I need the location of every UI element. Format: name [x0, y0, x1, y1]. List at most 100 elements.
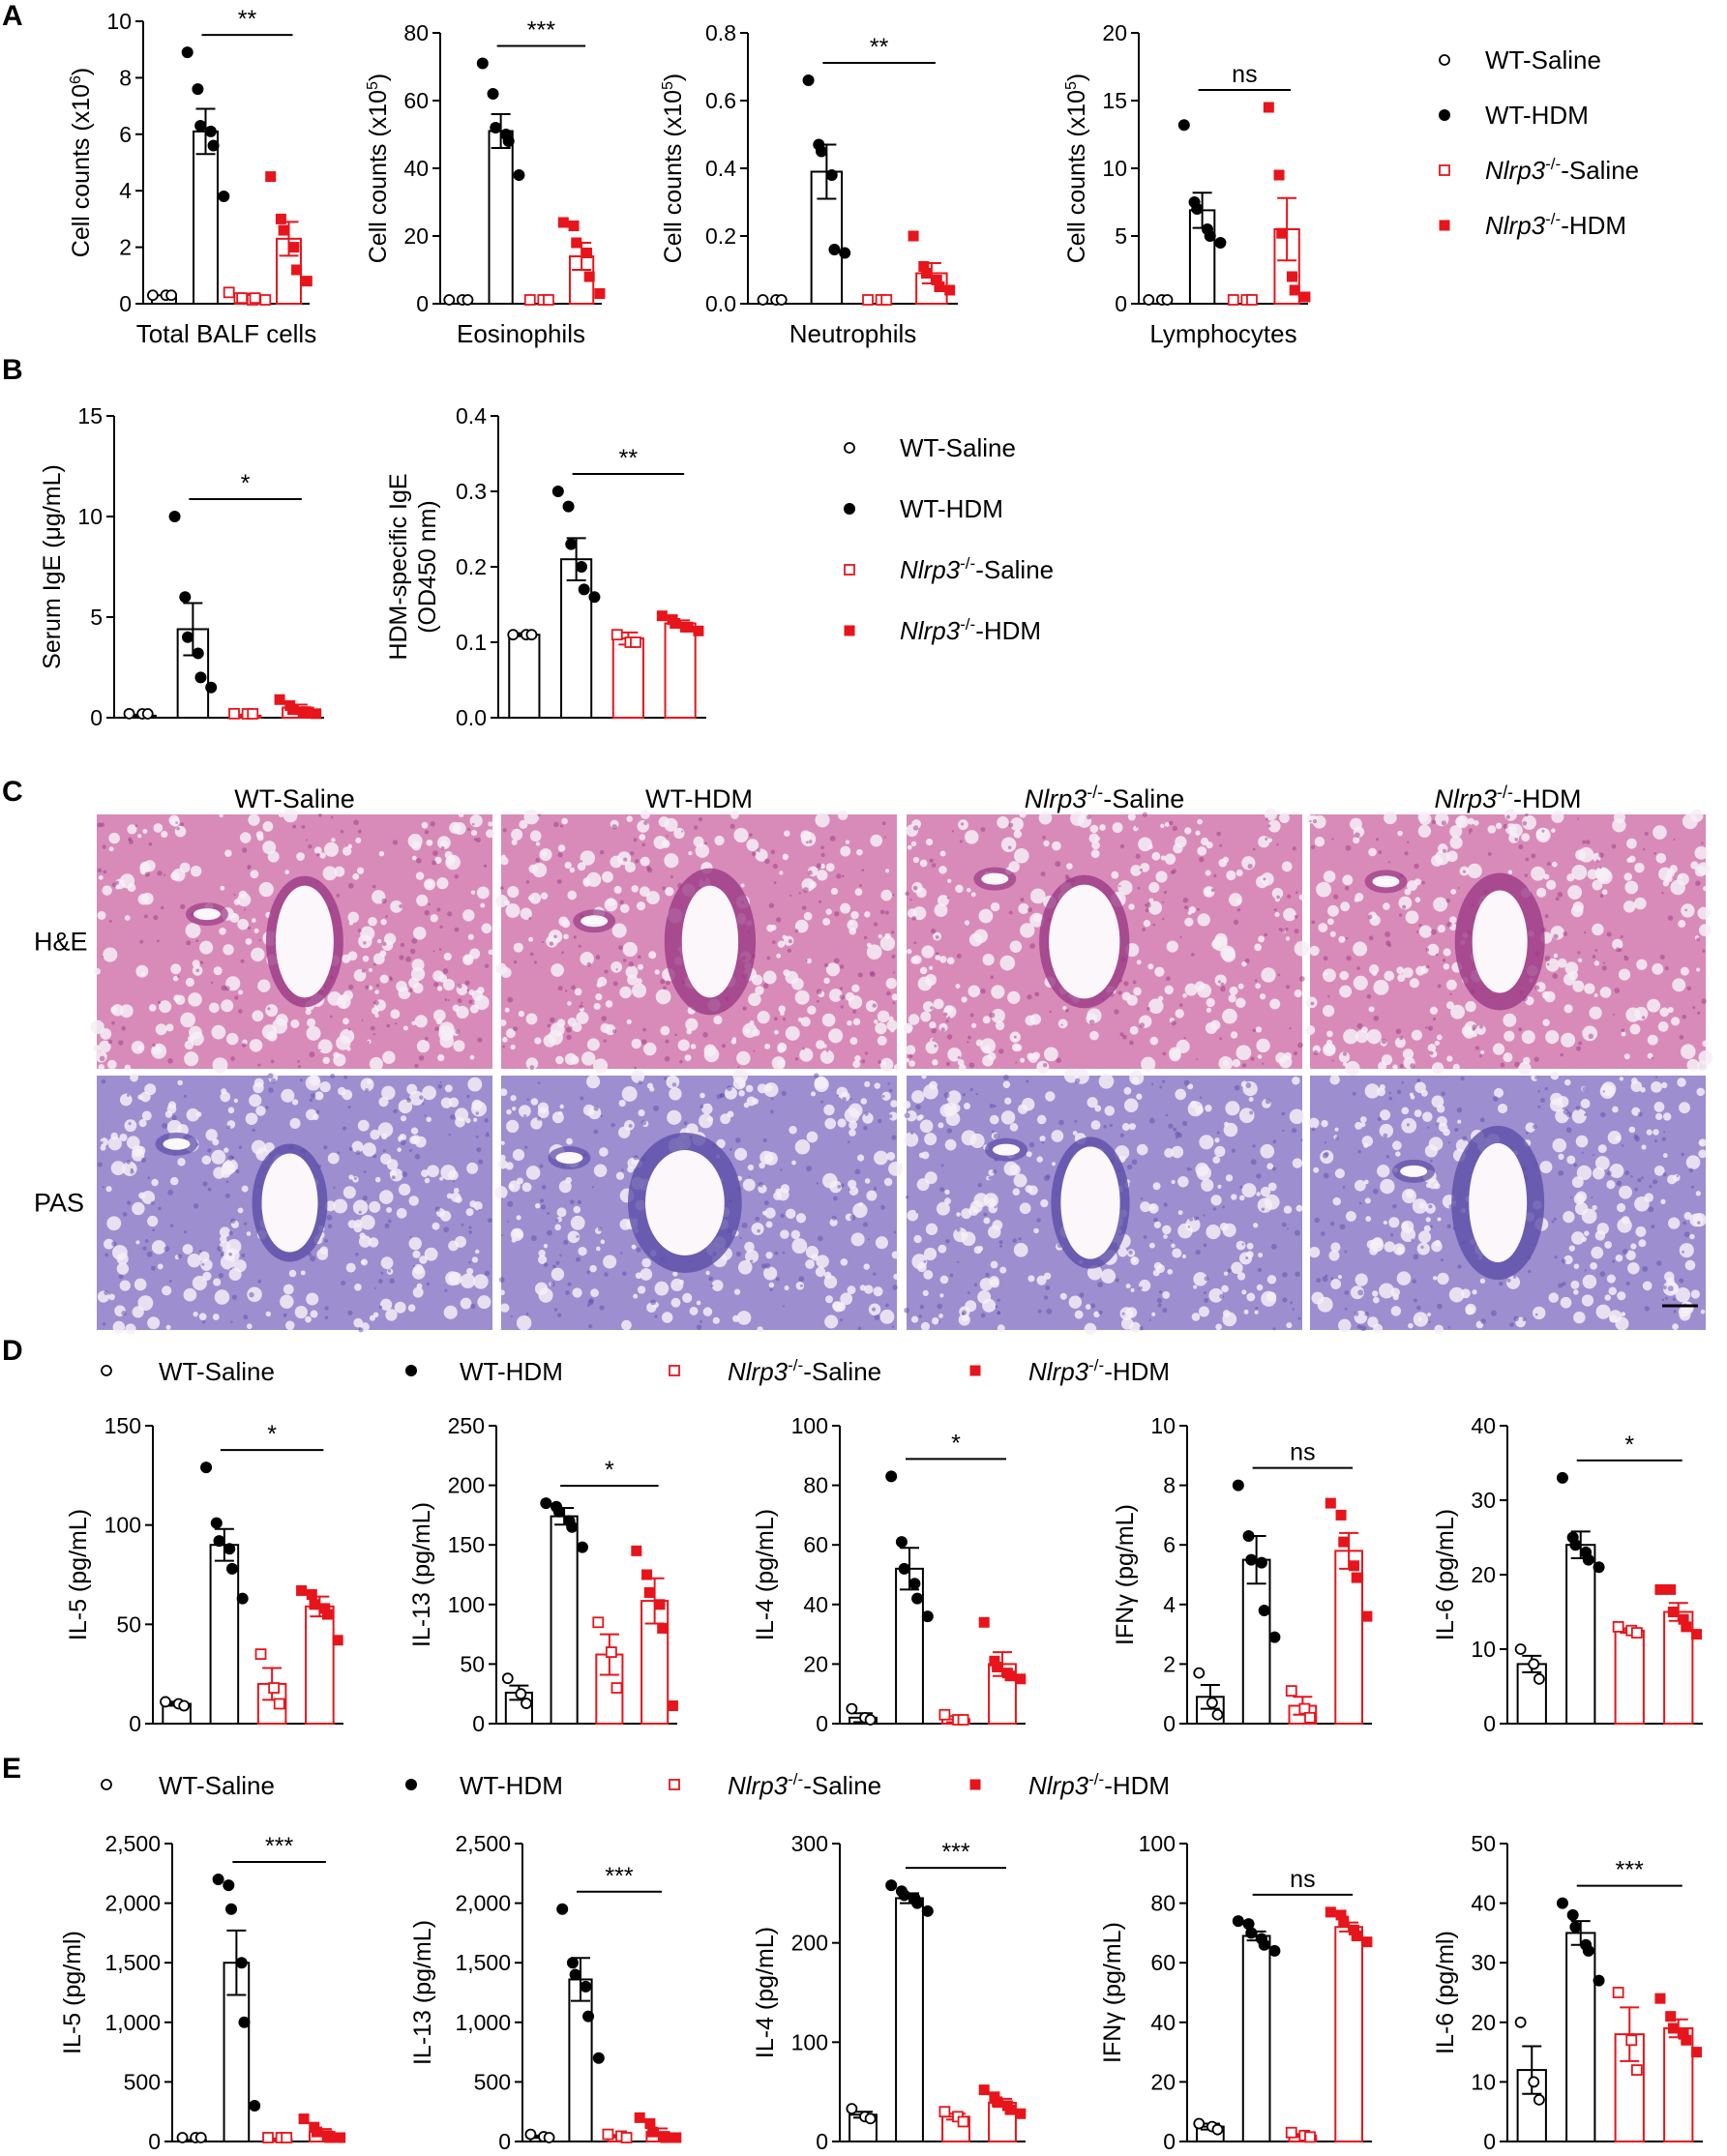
- y-tick-label: 100: [791, 1413, 828, 1438]
- alveolus: [1257, 1054, 1263, 1059]
- nucleus: [1602, 961, 1605, 964]
- nucleus: [1292, 1308, 1295, 1311]
- y-label-end: ): [660, 74, 687, 81]
- point-ko-saline: [620, 2132, 633, 2143]
- nucleus: [1236, 907, 1241, 912]
- alveolus: [1391, 1140, 1402, 1151]
- alveolus: [1128, 1123, 1136, 1131]
- nucleus: [1342, 1051, 1348, 1056]
- alveolus: [925, 1223, 938, 1235]
- alveolus: [265, 1004, 279, 1018]
- alveolus: [323, 842, 340, 857]
- nucleus: [891, 930, 895, 934]
- alveolus: [696, 1300, 701, 1306]
- nucleus: [721, 1044, 727, 1048]
- alveolus: [765, 1252, 773, 1259]
- alveolus: [1294, 940, 1310, 957]
- alveolus: [625, 965, 639, 979]
- alveolus: [471, 1256, 479, 1263]
- nucleus: [1575, 1106, 1581, 1111]
- point-wt-hdm: [207, 139, 220, 152]
- alveolus: [784, 1285, 789, 1291]
- point-wt-saline: [1514, 2016, 1527, 2028]
- point-wt-hdm: [249, 2100, 261, 2112]
- alveolus: [239, 832, 252, 843]
- alveolus: [689, 1307, 699, 1315]
- nucleus: [1289, 1027, 1292, 1030]
- nucleus: [1146, 1007, 1150, 1011]
- alveolus: [173, 994, 181, 1002]
- alveolus: [1409, 978, 1419, 989]
- point-ko-saline: [1285, 2126, 1297, 2139]
- nucleus: [426, 1282, 430, 1286]
- nucleus: [1335, 1136, 1339, 1140]
- nucleus: [468, 1226, 472, 1229]
- nucleus: [748, 1175, 751, 1178]
- nucleus: [224, 1193, 230, 1198]
- alveolus: [740, 883, 745, 888]
- alveolus: [1552, 1137, 1566, 1153]
- nucleus: [389, 1278, 395, 1284]
- alveolus: [1666, 1277, 1675, 1286]
- alveolus: [966, 887, 971, 893]
- alveolus: [551, 963, 564, 977]
- nucleus: [199, 960, 204, 965]
- nucleus: [1344, 1290, 1350, 1295]
- alveolus: [1592, 1204, 1597, 1211]
- nucleus: [1219, 1293, 1225, 1299]
- nucleus: [1026, 1079, 1029, 1083]
- nucleus: [789, 894, 792, 897]
- alveolus: [1618, 968, 1631, 981]
- alveolus: [1679, 1102, 1690, 1114]
- significance-label: *: [241, 470, 251, 497]
- alveolus: [246, 1323, 253, 1330]
- nucleus: [1324, 1141, 1326, 1144]
- alveolus: [1593, 960, 1600, 966]
- alveolus: [570, 1215, 585, 1230]
- alveolus: [919, 1119, 934, 1134]
- nucleus: [753, 1049, 756, 1052]
- alveolus: [1119, 1307, 1134, 1320]
- nucleus: [989, 1012, 996, 1019]
- nucleus: [1357, 1149, 1361, 1154]
- alveolus: [883, 1177, 893, 1187]
- nucleus: [1442, 848, 1447, 853]
- alveolus: [500, 857, 509, 866]
- alveolus: [1698, 924, 1712, 937]
- alveolus: [1426, 1312, 1432, 1317]
- y-axis-label: IL-5 (pg/ml): [59, 1931, 86, 2054]
- alveolus: [1327, 904, 1339, 917]
- nucleus: [1701, 998, 1707, 1004]
- nucleus: [1447, 1326, 1450, 1329]
- nucleus: [537, 1116, 542, 1121]
- nucleus: [484, 963, 490, 968]
- nucleus: [559, 1254, 562, 1257]
- nucleus: [305, 839, 308, 842]
- nucleus: [157, 871, 163, 876]
- nucleus: [1294, 1050, 1298, 1056]
- point-wt-hdm: [825, 169, 838, 181]
- point-wt-hdm: [1593, 1974, 1605, 1987]
- alveolus: [730, 811, 739, 819]
- nucleus: [202, 1320, 206, 1324]
- alveolus: [852, 1060, 861, 1069]
- alveolus: [1308, 1117, 1320, 1129]
- alveolus: [888, 1016, 894, 1022]
- alveolus: [825, 962, 841, 977]
- alveolus: [923, 1247, 938, 1261]
- alveolus: [1601, 889, 1608, 896]
- nucleus: [424, 1114, 427, 1117]
- alveolus: [870, 834, 883, 847]
- nucleus: [945, 1019, 949, 1023]
- alveolus: [863, 1263, 870, 1270]
- alveolus: [805, 1259, 815, 1269]
- histology-tile: [1308, 1072, 1708, 1335]
- legend-marker-open-circle: [101, 1365, 112, 1376]
- point-ko-saline: [1227, 294, 1239, 306]
- alveolus: [627, 1166, 635, 1173]
- alveolus: [1570, 1280, 1580, 1289]
- nucleus: [1399, 1064, 1404, 1069]
- alveolus: [1646, 1129, 1653, 1136]
